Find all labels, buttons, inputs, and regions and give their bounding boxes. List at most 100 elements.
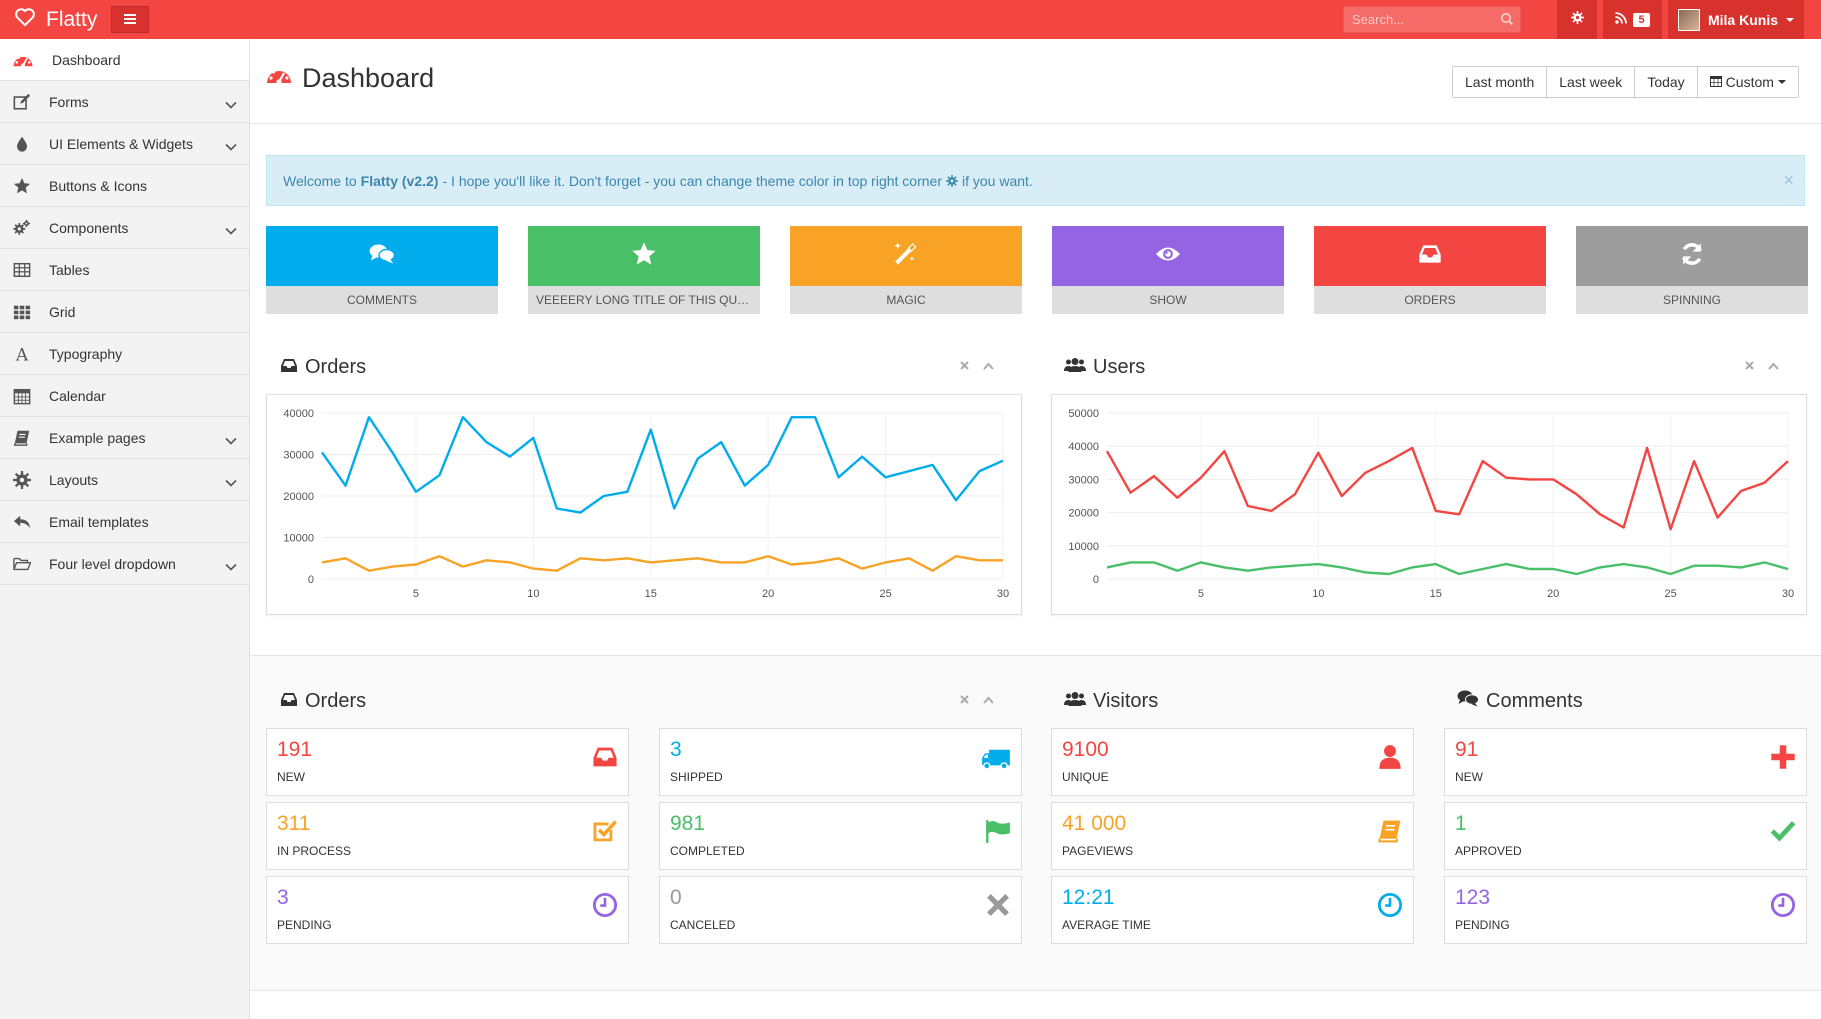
sidebar-item-forms[interactable]: Forms [0, 81, 249, 123]
range-custom-button[interactable]: Custom [1697, 67, 1798, 97]
y-tick-label: 0 [308, 574, 314, 586]
brand[interactable]: Flatty [14, 0, 97, 39]
dashboard-icon [265, 63, 293, 94]
sidebar-item-label: Grid [49, 303, 76, 320]
calendar-icon [1709, 67, 1722, 97]
search-input[interactable] [1344, 12, 1492, 27]
magic-icon [893, 241, 919, 272]
stat-value: 311 [277, 812, 311, 835]
chevron-up-icon[interactable] [983, 362, 994, 370]
search-box [1343, 6, 1521, 33]
stat-value: 981 [670, 812, 706, 835]
orders-line-chart: 0 10000 20000 30000 40000 5 10 15 20 25 30 [283, 408, 1009, 600]
gear-icon [945, 174, 958, 187]
quick-button-eye[interactable]: SHOW [1052, 226, 1284, 314]
chevron-up-icon[interactable] [1768, 362, 1779, 370]
tile-label: MAGIC [790, 286, 1022, 314]
y-tick-label: 40000 [1068, 441, 1099, 453]
chevron-down-icon [225, 96, 237, 112]
stat-value: 191 [277, 738, 313, 761]
close-icon[interactable] [1745, 361, 1754, 370]
close-icon[interactable] [960, 695, 969, 704]
sidebar-item-components[interactable]: Components [0, 207, 249, 249]
quick-button-inbox[interactable]: ORDERS [1314, 226, 1546, 314]
stat-card-completed: 981 COMPLETED [659, 802, 1022, 870]
eye-icon [1155, 241, 1181, 272]
stat-value: 123 [1455, 886, 1491, 909]
sidebar-item-layouts[interactable]: Layouts [0, 459, 249, 501]
orders-chart-title: Orders [280, 356, 366, 379]
page-header: Dashboard Last month Last week Today Cus… [251, 39, 1821, 124]
box-title-text: Orders [305, 356, 367, 378]
stat-card-new: 191 NEW [266, 728, 629, 796]
theme-settings-button[interactable] [1557, 0, 1597, 39]
heart-icon [14, 7, 36, 32]
sidebar-item-example-pages[interactable]: Example pages [0, 417, 249, 459]
rss-button[interactable]: 5 [1603, 0, 1662, 39]
user-icon [1377, 744, 1403, 775]
tile-icon-area [528, 226, 760, 286]
sidebar-item-ui-elements-widgets[interactable]: UI Elements & Widgets [0, 123, 249, 165]
sidebar-item-dashboard[interactable]: Dashboard [0, 39, 249, 81]
users-chart-panel: 0 10000 20000 30000 40000 50000 5 10 15 20 25 30 [1051, 394, 1807, 615]
menu-toggle-button[interactable] [111, 6, 149, 33]
check-square-icon [592, 818, 618, 849]
plus-icon [1770, 744, 1796, 775]
sidebar-item-tables[interactable]: Tables [0, 249, 249, 291]
range-label: Last week [1559, 74, 1623, 90]
svg-text:A: A [15, 345, 29, 363]
quick-button-magic[interactable]: MAGIC [790, 226, 1022, 314]
stat-value: 91 [1455, 738, 1479, 761]
x-tick-label: 15 [645, 588, 657, 600]
range-last-week-button[interactable]: Last week [1547, 67, 1636, 97]
sidebar-item-label: Dashboard [52, 51, 121, 68]
chevron-down-icon [225, 432, 237, 448]
tint-icon [11, 133, 33, 155]
close-icon[interactable] [960, 361, 969, 370]
alert-message: - I hope you'll like it. Don't forget - … [442, 172, 942, 189]
time-icon [1770, 892, 1796, 923]
sidebar-item-grid[interactable]: Grid [0, 291, 249, 333]
quick-button-comments[interactable]: COMMENTS [266, 226, 498, 314]
stat-label: SHIPPED [670, 770, 723, 784]
sidebar-item-buttons-icons[interactable]: Buttons & Icons [0, 165, 249, 207]
chevron-down-icon [225, 558, 237, 574]
sidebar-item-calendar[interactable]: Calendar [0, 375, 249, 417]
tile-icon-area [1576, 226, 1808, 286]
users-line-chart: 0 10000 20000 30000 40000 50000 5 10 15 20 25 30 [1068, 408, 1794, 600]
x-tick-label: 25 [879, 588, 891, 600]
close-icon[interactable]: × [1783, 170, 1794, 190]
box-title-text: Orders [305, 690, 367, 712]
visitors-stats-title: Visitors [1064, 690, 1158, 713]
sidebar-item-email-templates[interactable]: Email templates [0, 501, 249, 543]
search-icon[interactable] [1500, 12, 1514, 31]
cogs-icon [11, 217, 33, 239]
range-label: Today [1647, 74, 1685, 90]
calendar-icon [11, 385, 33, 407]
folder-open-icon [11, 553, 33, 575]
chevron-up-icon[interactable] [983, 696, 994, 704]
sidebar-item-four-level-dropdown[interactable]: Four level dropdown [0, 543, 249, 585]
inbox-icon [1418, 242, 1442, 271]
y-tick-label: 40000 [283, 408, 314, 420]
star-icon [11, 175, 33, 197]
stat-value: 41 000 [1062, 812, 1127, 835]
stat-card-pending: 123 PENDING [1444, 876, 1807, 944]
range-last-month-button[interactable]: Last month [1453, 67, 1548, 97]
stat-value: 3 [277, 886, 289, 909]
x-tick-label: 20 [762, 588, 774, 600]
quick-button-refresh[interactable]: SPINNING [1576, 226, 1808, 314]
date-range-group: Last month Last week Today Custom [1452, 66, 1799, 98]
user-menu-button[interactable]: Mila Kunis [1668, 0, 1804, 39]
range-today-button[interactable]: Today [1635, 67, 1698, 97]
quick-button-star[interactable]: VEEEERY LONG TITLE OF THIS QUICK BUTTON [528, 226, 760, 314]
inbox-icon [280, 690, 298, 713]
stat-card-approved: 1 APPROVED [1444, 802, 1807, 870]
chevron-down-icon [225, 138, 237, 154]
stat-value: 12:21 [1062, 886, 1115, 909]
series-line-0 [321, 416, 1004, 514]
x-tick-label: 10 [527, 588, 539, 600]
users-chart-title: Users [1064, 356, 1145, 379]
sidebar-item-typography[interactable]: A Typography [0, 333, 249, 375]
alert-prefix: Welcome to [283, 172, 357, 189]
